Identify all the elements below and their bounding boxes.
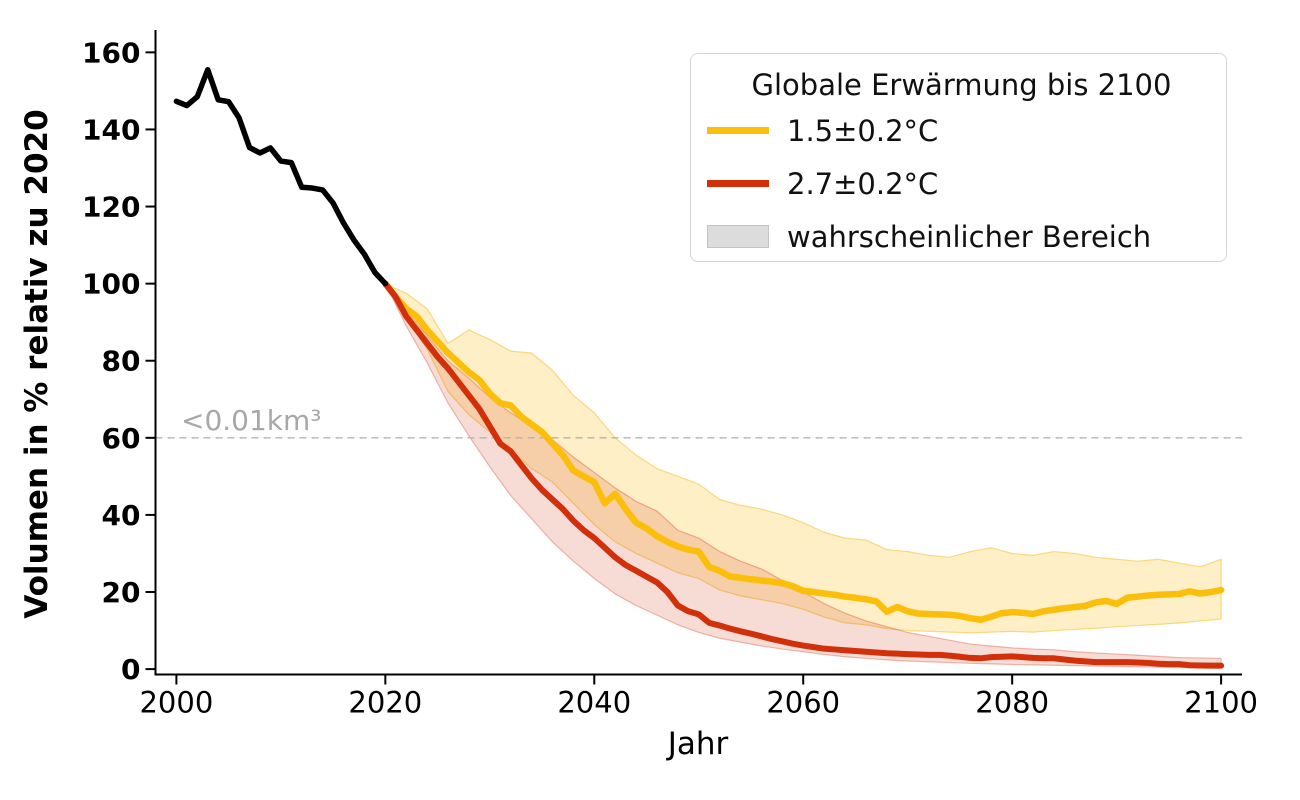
y-tick-label: 80 bbox=[102, 345, 141, 378]
x-tick-label: 2040 bbox=[557, 686, 631, 720]
legend-label-1-5c: 1.5±0.2°C bbox=[787, 113, 939, 148]
x-axis-label: Jahr bbox=[667, 726, 729, 762]
y-tick-label: 20 bbox=[102, 576, 141, 609]
threshold-label: <0.01km³ bbox=[181, 404, 322, 437]
legend-item-1-5c: 1.5±0.2°C bbox=[707, 104, 1216, 157]
y-tick-label: 140 bbox=[82, 113, 140, 146]
y-tick-label: 100 bbox=[82, 268, 140, 301]
y-tick-label: 160 bbox=[82, 36, 140, 69]
x-tick-label: 2100 bbox=[1184, 686, 1258, 720]
historical-line bbox=[173, 66, 389, 287]
x-tick-label: 2080 bbox=[975, 686, 1049, 720]
x-tick-label: 2020 bbox=[348, 686, 422, 720]
legend-patch-swatch-likely-range-icon bbox=[707, 225, 769, 248]
legend-item-2-7c: 2.7±0.2°C bbox=[707, 157, 1216, 210]
y-axis-label: Volumen in % relativ zu 2020 bbox=[19, 109, 55, 619]
legend-item-likely-range: wahrscheinlicher Bereich bbox=[707, 210, 1216, 263]
legend-label-likely-range: wahrscheinlicher Bereich bbox=[787, 219, 1152, 254]
legend-label-2-7c: 2.7±0.2°C bbox=[787, 166, 939, 201]
legend: Globale Erwärmung bis 2100 1.5±0.2°C 2.7… bbox=[690, 53, 1227, 262]
scenario-1-5C-line bbox=[382, 280, 1225, 624]
x-tick-label: 2000 bbox=[139, 686, 213, 720]
y-tick-label: 60 bbox=[102, 422, 141, 455]
legend-title: Globale Erwärmung bis 2100 bbox=[751, 68, 1172, 102]
scenario-2-7C-line bbox=[382, 280, 1225, 669]
y-tick-label: 120 bbox=[82, 191, 140, 224]
y-tick-label: 0 bbox=[121, 653, 140, 686]
x-tick-label: 2060 bbox=[766, 686, 840, 720]
legend-line-swatch-2-7c-icon bbox=[707, 180, 769, 187]
y-tick-label: 40 bbox=[102, 499, 141, 532]
legend-line-swatch-1-5c-icon bbox=[707, 127, 769, 134]
